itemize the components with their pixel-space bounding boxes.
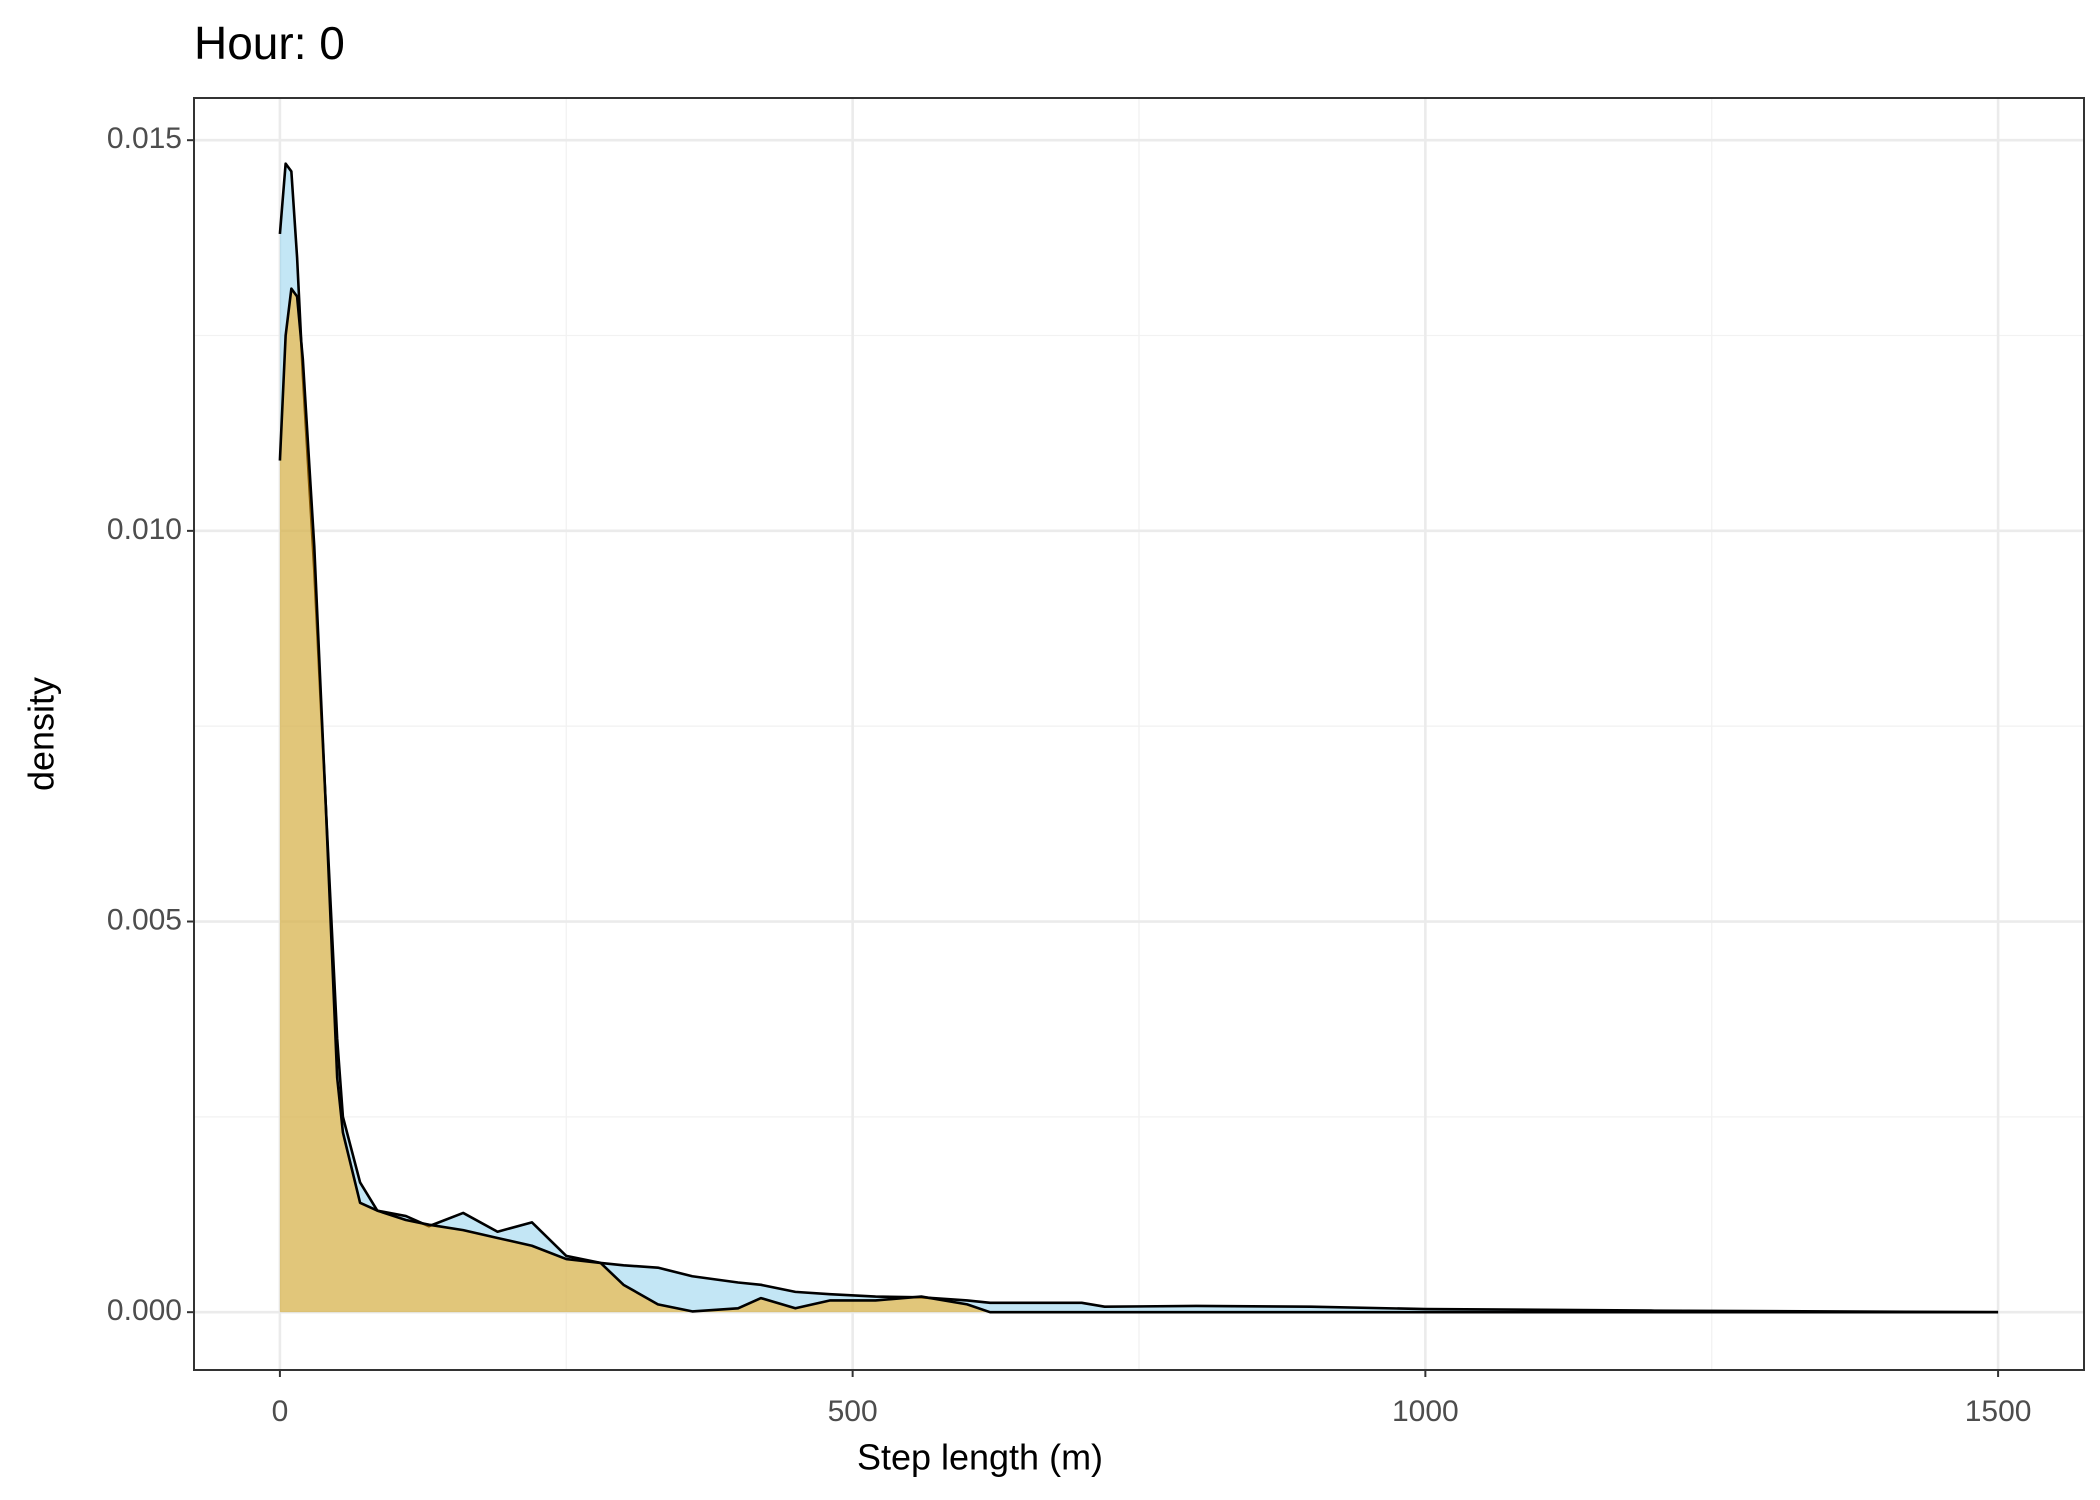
x-tick-label: 0	[272, 1395, 289, 1428]
y-tick-label: 0.000	[107, 1294, 182, 1327]
x-tick-label: 500	[828, 1395, 878, 1428]
x-axis-title: Step length (m)	[857, 1437, 1103, 1478]
density-line	[278, 287, 1999, 1314]
y-tick-label: 0.010	[107, 513, 182, 546]
y-tick-label: 0.005	[107, 903, 182, 936]
chart-title: Hour: 0	[194, 17, 345, 69]
y-tick-label: 0.015	[107, 122, 182, 155]
y-axis-title: density	[21, 677, 62, 791]
x-tick-label: 1000	[1392, 1395, 1459, 1428]
panel-border	[193, 97, 2085, 1371]
x-tick-label: 1500	[1965, 1395, 2032, 1428]
